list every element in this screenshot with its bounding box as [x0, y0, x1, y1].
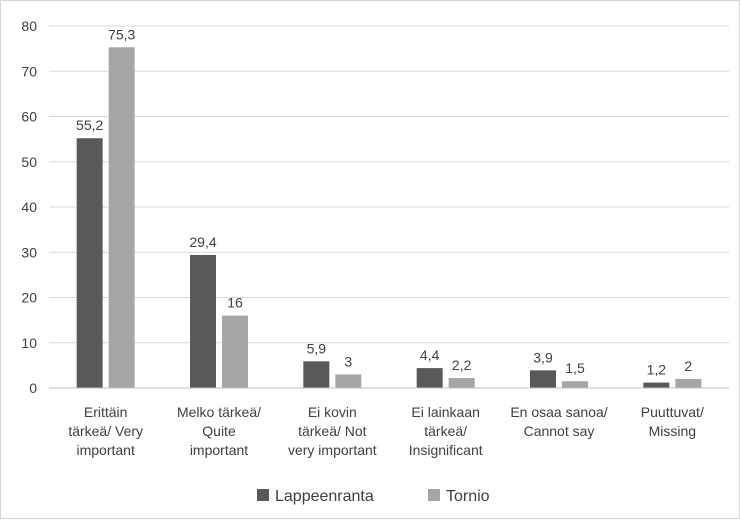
bar-tornio	[108, 47, 135, 388]
data-label: 55,2	[76, 117, 103, 133]
bar-lappeenranta	[416, 368, 443, 388]
data-label: 2	[684, 358, 692, 374]
bar-lappeenranta	[190, 254, 216, 388]
y-tick-label: 70	[21, 63, 37, 79]
data-label: 5,9	[307, 340, 327, 356]
data-label: 3	[344, 353, 352, 369]
data-label: 1,2	[647, 362, 667, 378]
legend-swatch-lappeenranta	[257, 489, 269, 501]
x-category-label: Melko tärkeä/Quite important	[177, 404, 261, 458]
data-label: 1,5	[565, 360, 585, 376]
legend: Lappeenranta Tornio	[257, 488, 490, 505]
legend-label-tornio: Tornio	[446, 488, 490, 505]
y-tick-label: 20	[21, 290, 37, 306]
bar-lappeenranta	[76, 138, 103, 388]
data-labels: 55,2 75,3 29,4 16 5,9 3 4,4 2,2 3,9 1,5 1,2 2	[76, 26, 692, 377]
y-tick-label: 0	[29, 380, 37, 396]
bar-lappeenranta	[530, 370, 556, 388]
y-tick-label: 60	[21, 109, 37, 125]
data-label: 2,2	[452, 357, 472, 373]
x-category-label: Erittäin tärkeä/ Very important	[68, 404, 143, 458]
bar-lappeenranta	[643, 382, 670, 388]
bar-tornio	[675, 378, 702, 388]
bar-lappeenranta	[303, 361, 330, 388]
y-tick-label: 50	[21, 154, 37, 170]
bar-tornio	[562, 381, 588, 388]
gridlines	[49, 25, 729, 344]
y-axis-ticks: 0 10 20 30 40 50 60 70 80	[21, 18, 37, 396]
bar-tornio	[448, 378, 475, 388]
data-label: 75,3	[108, 26, 135, 42]
data-label: 29,4	[189, 234, 216, 250]
bar-tornio	[335, 374, 362, 388]
legend-swatch-tornio	[428, 489, 440, 501]
y-tick-label: 40	[21, 199, 37, 215]
bars	[76, 47, 702, 388]
x-axis-categories: Erittäin tärkeä/ Very important Melko tärke…	[68, 404, 704, 458]
x-category-label: Ei lainkaan tärkeä/Insignificant	[409, 404, 483, 458]
x-category-label: Ei kovin tärkeä/ Not very important	[288, 404, 377, 458]
y-tick-label: 10	[21, 335, 37, 351]
x-category-label: En osaa sanoa/Cannot say	[510, 404, 607, 439]
legend-label-lappeenranta: Lappeenranta	[275, 488, 374, 505]
x-category-label: Puuttuvat/Missing	[641, 404, 704, 439]
data-label: 4,4	[420, 347, 440, 363]
y-tick-label: 80	[21, 18, 37, 34]
data-label: 3,9	[533, 349, 553, 365]
data-label: 16	[227, 295, 243, 311]
bar-tornio	[222, 315, 248, 388]
y-tick-label: 30	[21, 244, 37, 260]
